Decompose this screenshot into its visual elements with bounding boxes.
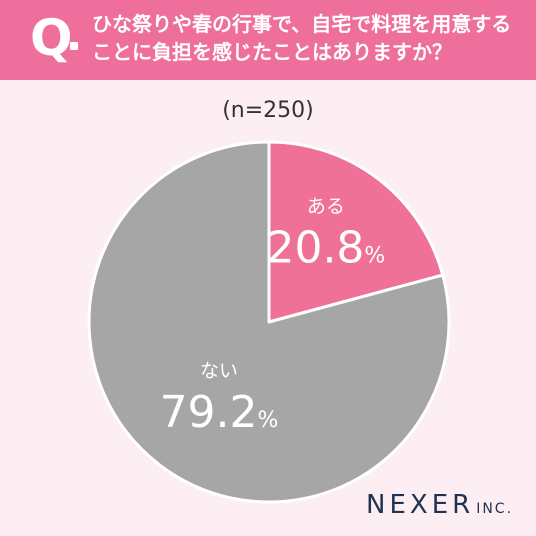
question-text: ひな祭りや春の行事で、自宅で料理を用意することに負担を感じたことはありますか？ [92,12,512,64]
logo-sub: INC. [476,501,514,517]
slice-category-label-0: ある [307,196,345,218]
slice-category-label-1: ない [200,360,238,382]
pie-labels: ある 20.8% ない 79.2% [160,196,386,438]
sample-size-label: (n=250) [222,98,314,123]
slice-value-label-1: 79.2% [160,387,279,438]
pie-slice-0 [267,140,445,324]
company-logo: NEXER INC. [366,490,513,520]
question-mark: Q [30,9,73,67]
logo-main: NEXER [366,490,475,520]
pie-slices [87,140,451,504]
question-header: Q ひな祭りや春の行事で、自宅で料理を用意することに負担を感じたことはありますか… [0,0,536,80]
pie-slice-1 [87,140,451,504]
question-dot [70,42,78,50]
slice-value-label-0: 20.8% [266,223,385,274]
